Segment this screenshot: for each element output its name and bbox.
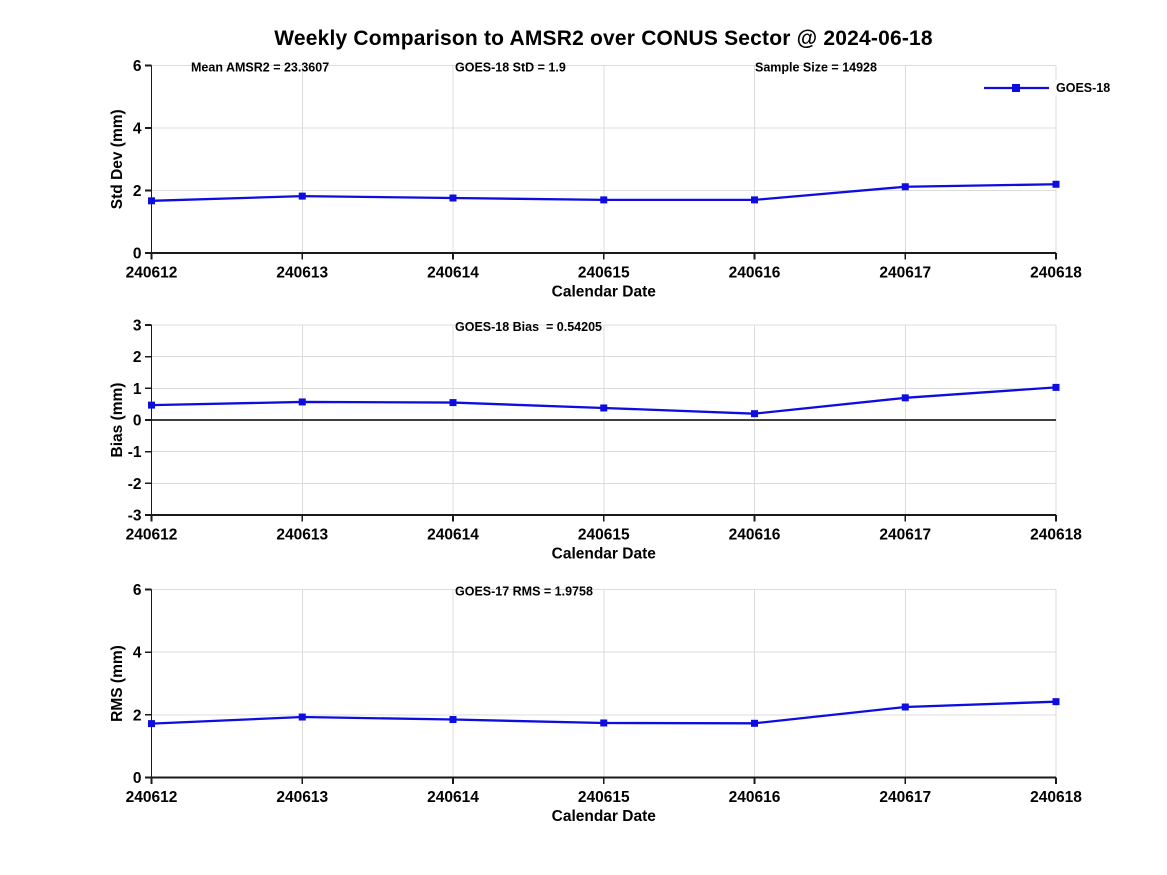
subplot-3-data-point-marker: [1052, 698, 1060, 706]
subplot-1-data-point-marker: [449, 194, 457, 202]
subplot-1-data-point-marker: [1052, 180, 1060, 188]
subplot-1-annotation: Sample Size = 14928: [755, 61, 877, 75]
subplot-3-ylabel: RMS (mm): [109, 645, 126, 722]
figure-title: Weekly Comparison to AMSR2 over CONUS Se…: [274, 27, 933, 50]
subplot-2-x-tick-label: 240616: [729, 527, 781, 544]
subplot-1-y-tick-label: 0: [133, 246, 142, 263]
subplot-1-data-point-marker: [600, 196, 608, 204]
subplot-1-x-tick-label: 240618: [1030, 265, 1082, 282]
subplot-3-data-point-marker: [298, 713, 306, 721]
legend-square-marker-icon: [1012, 84, 1020, 92]
subplot-1-data-point-marker: [298, 192, 306, 200]
subplot-2-y-tick-label: -3: [128, 508, 142, 525]
subplot-3-y-tick-label: 6: [133, 582, 142, 599]
subplot-2-y-tick-label: 2: [133, 349, 142, 366]
subplot-3-data-point-marker: [751, 719, 758, 727]
subplot-1-x-tick-label: 240617: [879, 265, 931, 282]
subplot-3-x-tick-label: 240612: [126, 789, 178, 806]
subplot-2-data-point-marker: [751, 410, 758, 418]
subplot-3-x-tick-label: 240614: [427, 789, 479, 806]
subplot-3-annotation: GOES-17 RMS = 1.9758: [455, 585, 593, 599]
subplot-3-data-point-marker: [148, 720, 155, 728]
subplot-3-x-tick-label: 240613: [276, 789, 328, 806]
subplot-2-y-tick-label: 1: [133, 381, 142, 398]
subplot-2-data-point-marker: [901, 394, 909, 402]
subplot-1-y-tick-label: 4: [133, 121, 142, 138]
subplot-1-data-point-marker: [901, 183, 909, 191]
subplot-2-x-tick-label: 240613: [276, 527, 328, 544]
subplot-2-x-tick-label: 240612: [126, 527, 178, 544]
subplot-1-x-tick-label: 240615: [578, 265, 630, 282]
subplot-3-x-tick-label: 240616: [729, 789, 781, 806]
subplot-1-x-tick-label: 240614: [427, 265, 479, 282]
subplot-1-x-tick-label: 240612: [126, 265, 178, 282]
subplot-2-data-point-marker: [298, 398, 306, 406]
subplot-3-data-point-marker: [901, 703, 909, 711]
subplot-2-y-tick-label: 0: [133, 413, 142, 430]
subplot-1-data-point-marker: [751, 196, 758, 204]
subplot-3-x-tick-label: 240618: [1030, 789, 1082, 806]
subplot-3-xlabel: Calendar Date: [552, 808, 657, 825]
subplot-2-y-tick-label: -1: [128, 444, 142, 461]
subplot-2-x-tick-label: 240618: [1030, 527, 1082, 544]
subplot-3-x-tick-label: 240617: [879, 789, 931, 806]
subplot-2-y-tick-label: -2: [128, 476, 142, 493]
subplot-2-x-tick-label: 240614: [427, 527, 479, 544]
subplot-3-data-point-marker: [449, 716, 457, 724]
subplot-3-y-tick-label: 2: [133, 707, 142, 724]
subplot-2-x-tick-label: 240617: [879, 527, 931, 544]
legend: GOES-18: [983, 80, 1111, 96]
subplot-1-data-point-marker: [148, 197, 155, 205]
subplot-2-data-point-marker: [449, 399, 457, 407]
subplot-2-data-point-marker: [600, 404, 608, 412]
subplot-1-annotation: Mean AMSR2 = 23.3607: [191, 61, 329, 75]
subplot-2-y-tick-label: 3: [133, 318, 142, 335]
subplot-1-x-tick-label: 240613: [276, 265, 328, 282]
legend-label: GOES-18: [1056, 81, 1111, 95]
subplot-2-ylabel: Bias (mm): [109, 383, 126, 458]
subplot-1-y-tick-label: 6: [133, 58, 142, 75]
subplot-3-y-tick-label: 0: [133, 770, 142, 787]
subplot-2-data-point-marker: [148, 401, 155, 409]
subplot-2-annotation: GOES-18 Bias = 0.54205: [455, 320, 602, 334]
subplot-2-xlabel: Calendar Date: [552, 546, 657, 563]
subplot-3-x-tick-label: 240615: [578, 789, 630, 806]
subplot-2-x-tick-label: 240615: [578, 527, 630, 544]
subplot-2-data-point-marker: [1052, 383, 1060, 391]
legend-series-icon: [984, 84, 1049, 92]
subplot-1-ylabel: Std Dev (mm): [109, 109, 126, 209]
subplot-1-x-tick-label: 240616: [729, 265, 781, 282]
subplot-3-y-tick-label: 4: [133, 645, 142, 662]
subplot-1-xlabel: Calendar Date: [552, 284, 657, 301]
subplot-1-annotation: GOES-18 StD = 1.9: [455, 61, 566, 75]
subplot-3-data-point-marker: [600, 719, 608, 727]
subplot-1-y-tick-label: 2: [133, 183, 142, 200]
